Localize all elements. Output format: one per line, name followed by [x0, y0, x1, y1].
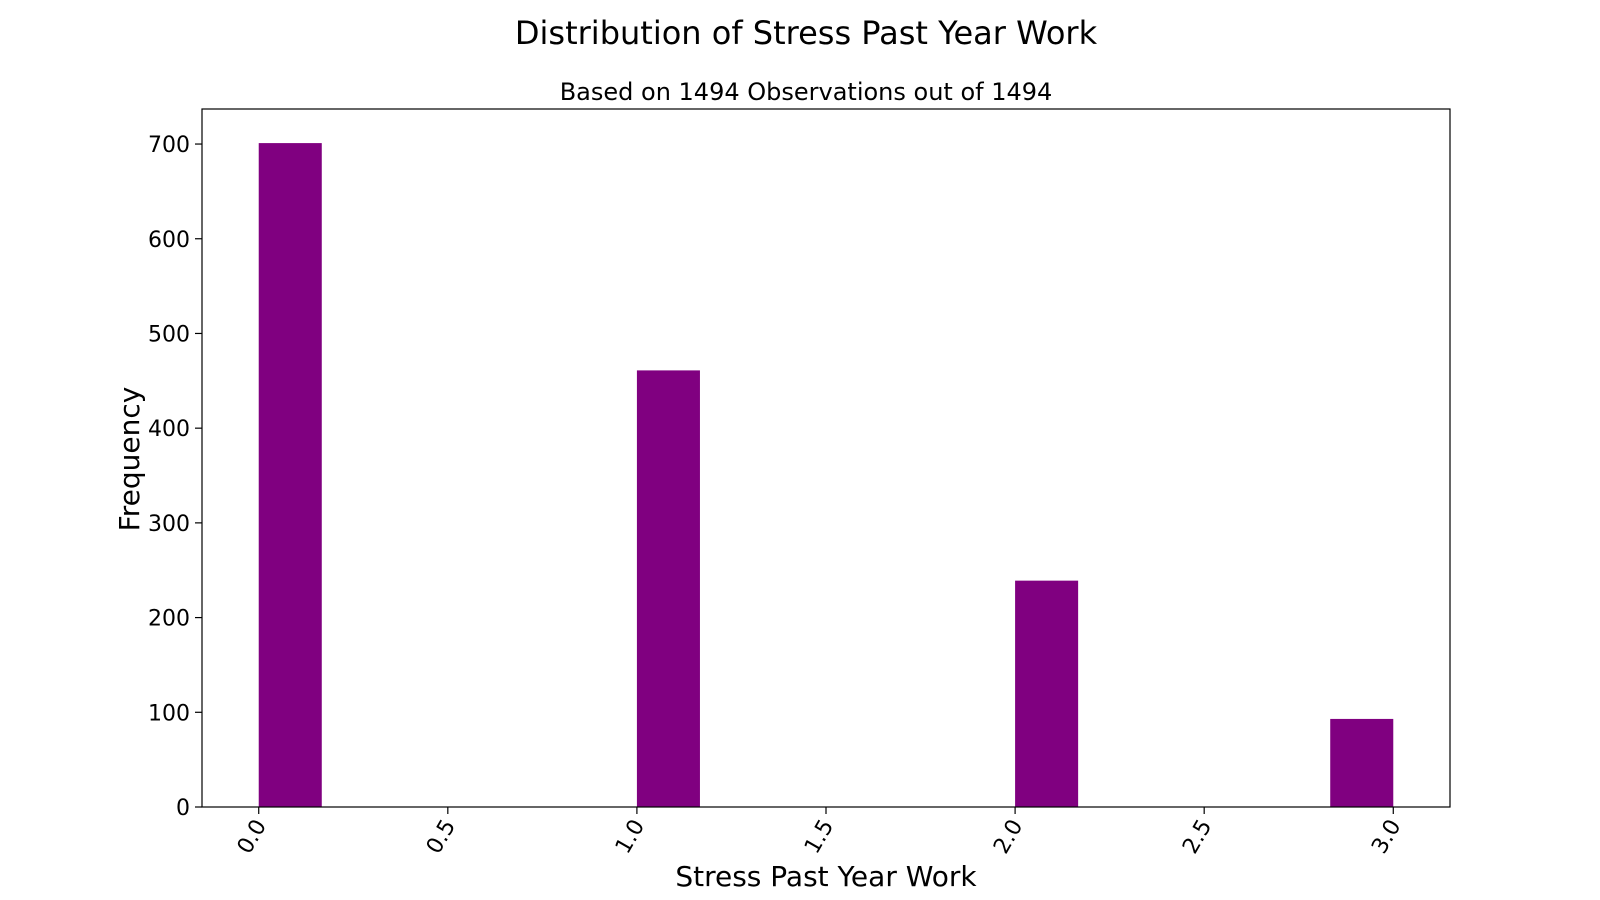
bar-1	[636, 370, 700, 807]
x-axis-ticks: 0.0 0.5 1.0 1.5 2.0 2.5 3.0	[233, 807, 1406, 859]
plot-frame	[201, 108, 1451, 808]
x-tick-label: 2.0	[989, 816, 1028, 859]
x-tick-label: 0.0	[233, 816, 272, 859]
y-tick-label: 0	[176, 796, 190, 821]
y-tick-label: 300	[148, 512, 190, 537]
x-tick-label: 2.5	[1178, 816, 1217, 859]
y-axis-label: Frequency	[113, 387, 146, 532]
x-tick-label: 3.0	[1367, 816, 1406, 859]
y-tick-label: 400	[148, 417, 190, 442]
bar-3	[1330, 718, 1394, 807]
x-axis-label: Stress Past Year Work	[675, 860, 977, 893]
bar-2	[1015, 580, 1079, 807]
x-tick-label: 0.5	[422, 816, 461, 859]
y-tick-label: 100	[148, 701, 190, 726]
x-tick-label: 1.5	[800, 816, 839, 859]
x-tick-label: 1.0	[611, 816, 650, 859]
y-axis-ticks: 0 100 200 300 400 500 600 700	[148, 133, 202, 821]
y-tick-label: 700	[148, 133, 190, 158]
y-tick-label: 500	[148, 322, 190, 347]
y-tick-label: 600	[148, 228, 190, 253]
y-tick-label: 200	[148, 607, 190, 632]
bars-group	[258, 143, 1394, 808]
bar-0	[258, 143, 322, 808]
chart-title: Distribution of Stress Past Year Work	[515, 14, 1098, 52]
chart-subtitle: Based on 1494 Observations out of 1494	[560, 78, 1053, 106]
